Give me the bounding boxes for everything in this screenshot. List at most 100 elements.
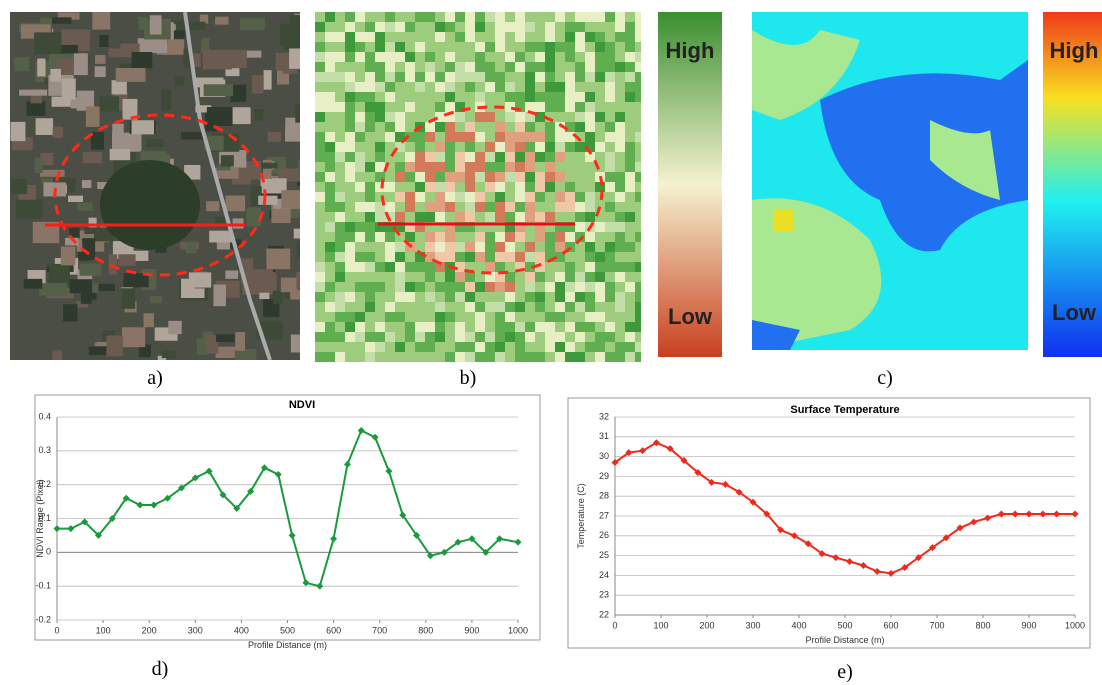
pixel — [335, 222, 345, 232]
pixel — [635, 52, 645, 62]
pixel — [555, 102, 565, 112]
pixel — [525, 32, 535, 42]
pixel — [635, 152, 645, 162]
pixel — [525, 132, 535, 142]
pixel — [605, 312, 615, 322]
pixel — [525, 232, 535, 242]
image-patch — [121, 288, 135, 309]
pixel — [595, 102, 605, 112]
pixel — [395, 332, 405, 342]
pixel — [325, 92, 335, 102]
pixel — [575, 12, 585, 22]
pixel — [525, 62, 535, 72]
image-patch — [168, 321, 181, 334]
pixel — [565, 262, 575, 272]
image-patch — [281, 278, 298, 293]
pixel — [515, 322, 525, 332]
panel-label: b) — [460, 367, 477, 389]
pixel — [595, 302, 605, 312]
pixel — [465, 162, 475, 172]
pixel — [455, 262, 465, 272]
pixel — [475, 352, 485, 362]
pixel — [625, 232, 635, 242]
pixel — [625, 32, 635, 42]
image-patch — [62, 79, 76, 100]
pixel — [405, 152, 415, 162]
pixel — [475, 172, 485, 182]
pixel — [585, 312, 595, 322]
pixel — [535, 272, 545, 282]
pixel — [415, 22, 425, 32]
pixel — [565, 272, 575, 282]
image-patch — [273, 291, 283, 304]
pixel — [555, 92, 565, 102]
pixel — [515, 202, 525, 212]
pixel — [345, 202, 355, 212]
pixel — [525, 282, 535, 292]
pixel — [315, 142, 325, 152]
pixel — [325, 262, 335, 272]
pixel — [325, 322, 335, 332]
pixel — [465, 312, 475, 322]
image-patch — [40, 170, 65, 177]
pixel — [515, 92, 525, 102]
pixel — [355, 132, 365, 142]
pixel — [335, 352, 345, 362]
pixel — [405, 162, 415, 172]
image-patch — [197, 339, 207, 355]
pixel — [335, 312, 345, 322]
pixel — [315, 132, 325, 142]
pixel — [635, 332, 645, 342]
pixel — [325, 112, 335, 122]
pixel — [345, 242, 355, 252]
pixel — [575, 222, 585, 232]
pixel — [455, 322, 465, 332]
x-tick-label: 400 — [791, 620, 806, 630]
pixel — [365, 282, 375, 292]
pixel — [415, 292, 425, 302]
pixel — [375, 82, 385, 92]
pixel — [585, 32, 595, 42]
x-tick-label: 400 — [234, 625, 249, 635]
pixel — [505, 282, 515, 292]
pixel — [345, 232, 355, 242]
pixel — [555, 322, 565, 332]
pixel — [355, 12, 365, 22]
pixel — [495, 282, 505, 292]
pixel — [545, 312, 555, 322]
pixel — [405, 32, 415, 42]
pixel — [415, 142, 425, 152]
pixel — [405, 282, 415, 292]
pixel — [505, 62, 515, 72]
pixel — [465, 12, 475, 22]
pixel — [625, 22, 635, 32]
pixel — [445, 332, 455, 342]
pixel — [495, 242, 505, 252]
pixel — [315, 62, 325, 72]
pixel — [445, 22, 455, 32]
pixel — [635, 142, 645, 152]
pixel — [575, 122, 585, 132]
pixel — [565, 152, 575, 162]
pixel — [325, 312, 335, 322]
pixel — [315, 222, 325, 232]
pixel — [385, 202, 395, 212]
pixel — [385, 72, 395, 82]
x-tick-label: 200 — [142, 625, 157, 635]
y-tick-label: 0.3 — [38, 445, 51, 455]
pixel — [525, 92, 535, 102]
pixel — [625, 62, 635, 72]
pixel — [505, 352, 515, 362]
pixel — [635, 102, 645, 112]
pixel — [615, 142, 625, 152]
pixel — [605, 232, 615, 242]
pixel — [465, 72, 475, 82]
pixel — [325, 132, 335, 142]
pixel — [635, 62, 645, 72]
pixel — [485, 352, 495, 362]
pixel — [345, 252, 355, 262]
pixel — [495, 182, 505, 192]
pixel — [465, 122, 475, 132]
x-tick-label: 100 — [96, 625, 111, 635]
pixel — [565, 132, 575, 142]
